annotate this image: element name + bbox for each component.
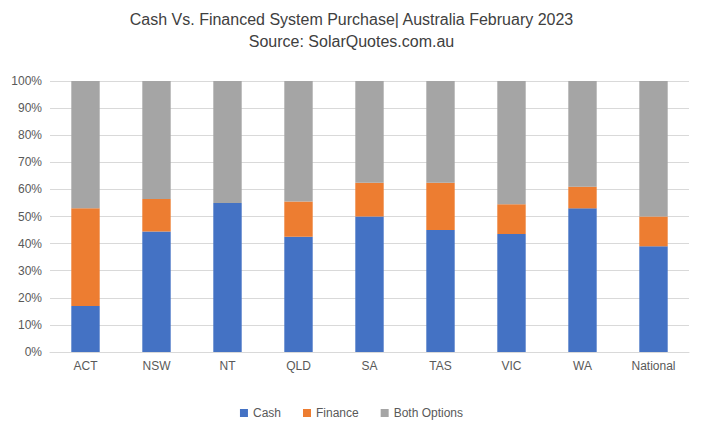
svg-text:0%: 0% <box>25 345 43 359</box>
svg-text:Cash Vs. Financed System Purch: Cash Vs. Financed System Purchase| Austr… <box>130 11 574 28</box>
svg-text:Source: SolarQuotes.com.au: Source: SolarQuotes.com.au <box>249 33 454 50</box>
svg-text:NSW: NSW <box>143 359 172 373</box>
svg-text:20%: 20% <box>18 291 42 305</box>
svg-text:VIC: VIC <box>501 359 521 373</box>
svg-text:National: National <box>631 359 675 373</box>
svg-text:40%: 40% <box>18 237 42 251</box>
svg-text:10%: 10% <box>18 318 42 332</box>
svg-text:60%: 60% <box>18 182 42 196</box>
svg-text:50%: 50% <box>18 210 42 224</box>
svg-text:NT: NT <box>220 359 237 373</box>
svg-text:Finance: Finance <box>316 406 359 420</box>
svg-text:Cash: Cash <box>253 406 281 420</box>
svg-text:TAS: TAS <box>429 359 451 373</box>
svg-text:Both Options: Both Options <box>394 406 463 420</box>
svg-text:80%: 80% <box>18 128 42 142</box>
svg-text:100%: 100% <box>11 74 42 88</box>
svg-text:WA: WA <box>573 359 592 373</box>
svg-text:70%: 70% <box>18 155 42 169</box>
svg-text:ACT: ACT <box>74 359 99 373</box>
svg-text:SA: SA <box>361 359 377 373</box>
svg-text:90%: 90% <box>18 101 42 115</box>
svg-text:QLD: QLD <box>286 359 311 373</box>
svg-text:30%: 30% <box>18 264 42 278</box>
